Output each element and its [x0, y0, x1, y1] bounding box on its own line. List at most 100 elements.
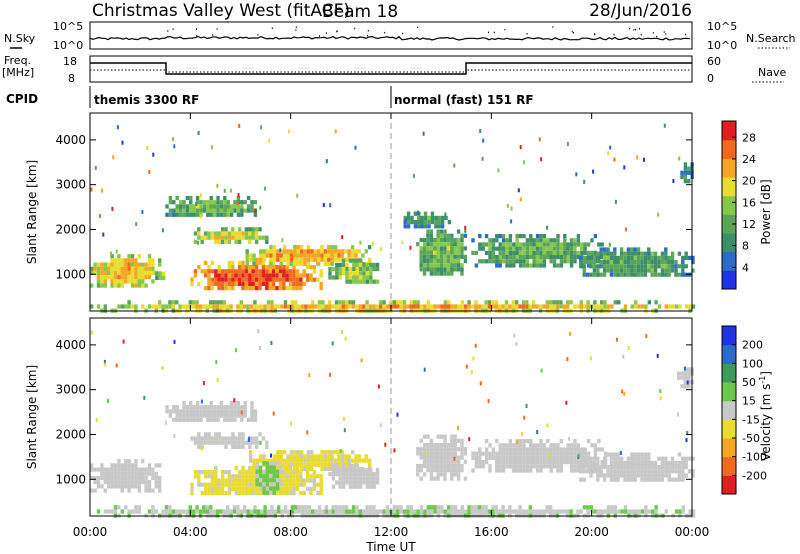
- heatmap-cell: [96, 266, 101, 271]
- heatmap-cell: [613, 272, 617, 277]
- heatmap-cell: [347, 253, 351, 258]
- heatmap-cell: [525, 246, 530, 251]
- heatmap-cell: [569, 250, 574, 255]
- heatmap-cell: [589, 505, 594, 510]
- heatmap-cell: [686, 380, 689, 385]
- heatmap-cell: [259, 454, 263, 459]
- heatmap-cell: [539, 451, 543, 456]
- heatmap-cell: [668, 304, 672, 309]
- heatmap-cell: [566, 447, 570, 452]
- heatmap-cell: [193, 436, 198, 441]
- heatmap-cell: [207, 474, 211, 479]
- heatmap-cell: [282, 482, 286, 487]
- heatmap-cell: [275, 486, 280, 491]
- nsearch-point: [172, 28, 174, 30]
- heatmap-cell: [344, 458, 348, 463]
- heatmap-cell: [517, 188, 520, 193]
- heatmap-cell: [215, 509, 220, 514]
- heatmap-cell: [250, 413, 254, 418]
- heatmap-cell: [158, 271, 162, 276]
- heatmap-cell: [185, 417, 190, 422]
- heatmap-cell: [559, 242, 564, 247]
- heatmap-cell: [168, 212, 173, 217]
- nsearch-point: [402, 32, 404, 35]
- heatmap-cell: [375, 509, 379, 514]
- heatmap-cell: [606, 509, 611, 514]
- heatmap-cell: [681, 509, 685, 514]
- heatmap-cell: [90, 488, 94, 493]
- heatmap-cell: [313, 458, 317, 463]
- heatmap-cell: [670, 251, 675, 256]
- heatmap-cell: [566, 142, 569, 146]
- heatmap-cell: [623, 304, 628, 309]
- heatmap-cell: [436, 267, 440, 272]
- heatmap-cell: [426, 463, 430, 469]
- heatmap-cell: [234, 273, 238, 278]
- heatmap-cell: [299, 474, 303, 479]
- heatmap-cell: [330, 458, 334, 463]
- heatmap-cell: [214, 273, 218, 278]
- heatmap-cell: [325, 159, 328, 164]
- heatmap-cell: [214, 474, 218, 479]
- heatmap-cell: [110, 275, 114, 280]
- heatmap-cell: [209, 405, 213, 410]
- heatmap-cell: [406, 211, 411, 216]
- heatmap-cell: [310, 454, 314, 459]
- colorbar-segment: [722, 400, 736, 420]
- heatmap-cell: [226, 204, 230, 209]
- heatmap-cell: [340, 450, 345, 455]
- heatmap-cell: [664, 251, 668, 256]
- heatmap-cell: [512, 468, 516, 473]
- heatmap-cell: [413, 304, 417, 309]
- heatmap-cell: [338, 262, 342, 267]
- heatmap-cell: [203, 231, 208, 236]
- heatmap-cell: [634, 509, 638, 514]
- heatmap-cell: [602, 456, 607, 461]
- heatmap-cell: [236, 304, 240, 309]
- heatmap-cell: [178, 212, 183, 217]
- heatmap-cell: [241, 235, 245, 240]
- heatmap-cell: [552, 238, 557, 243]
- heatmap-cell: [313, 249, 317, 254]
- heatmap-cell: [113, 463, 118, 468]
- heatmap-cell: [439, 442, 444, 448]
- heatmap-cell: [569, 300, 573, 305]
- heatmap-cell: [130, 270, 135, 276]
- colorbar-tick-label: 24: [742, 153, 756, 166]
- heatmap-cell: [559, 300, 563, 305]
- heatmap-cell: [446, 451, 451, 456]
- heatmap-cell: [222, 300, 226, 305]
- heatmap-cell: [606, 505, 611, 510]
- heatmap-cell: [546, 225, 549, 230]
- heatmap-cell: [549, 304, 553, 309]
- heatmap-cell: [606, 260, 610, 265]
- heatmap-cell: [508, 238, 513, 243]
- heatmap-cell: [296, 245, 300, 250]
- heatmap-cell: [657, 304, 662, 309]
- heatmap-cell: [565, 400, 568, 405]
- heatmap-cell: [508, 455, 513, 460]
- heatmap-cell: [372, 505, 376, 510]
- heatmap-cell: [525, 259, 530, 264]
- heatmap-cell: [158, 300, 162, 305]
- heatmap-cell: [633, 477, 637, 482]
- heatmap-cell: [505, 238, 509, 243]
- heatmap-cell: [515, 455, 519, 460]
- heatmap-cell: [107, 275, 111, 280]
- heatmap-cell: [90, 475, 94, 481]
- heatmap-cell: [147, 270, 152, 276]
- heatmap-cell: [253, 417, 258, 422]
- heatmap-cell: [436, 254, 440, 259]
- heatmap-cell: [203, 273, 208, 278]
- heatmap-cell: [365, 505, 369, 510]
- heatmap-cell: [130, 304, 135, 309]
- heatmap-cell: [586, 451, 591, 456]
- heatmap-cell: [227, 281, 232, 286]
- heatmap-cell: [299, 277, 303, 282]
- heatmap-cell: [178, 304, 182, 309]
- heatmap-cell: [254, 491, 259, 496]
- heatmap-cell: [358, 271, 363, 276]
- heatmap-cell: [471, 250, 475, 255]
- heatmap-cell: [282, 474, 286, 479]
- heatmap-cell: [495, 238, 499, 243]
